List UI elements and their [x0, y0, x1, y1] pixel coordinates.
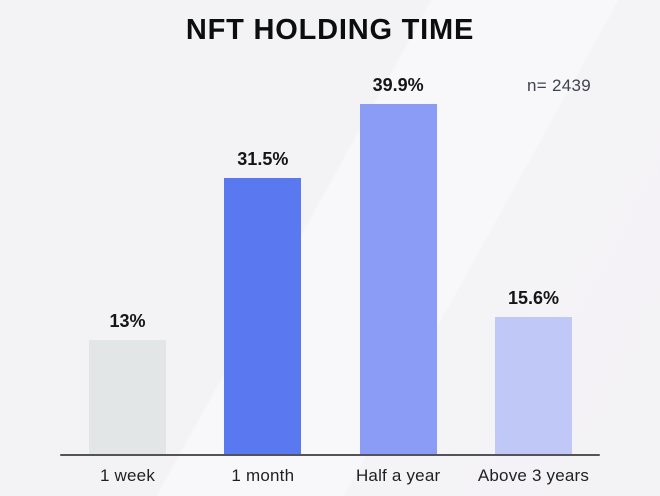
- x-axis-labels: 1 week 1 month Half a year Above 3 years: [89, 466, 589, 486]
- x-axis-tick-1-week: 1 week: [89, 466, 166, 486]
- bar-half-a-year: [359, 104, 437, 454]
- bar-1-month: [224, 178, 302, 454]
- chart-title: NFT HOLDING TIME: [185, 14, 475, 46]
- x-axis-tick-above-3-years: Above 3 years: [478, 466, 589, 486]
- bar-value-label: 39.9%: [372, 75, 424, 95]
- bar-value-label: 31.5%: [237, 149, 289, 169]
- x-axis-tick-half-a-year: Half a year: [356, 466, 440, 486]
- x-axis-tick-1-month: 1 month: [224, 466, 301, 486]
- sample-size-label: n= 2439: [527, 76, 592, 95]
- x-axis-tick-label: Above 3 years: [477, 466, 590, 485]
- bar-group-1-week: 13%: [89, 311, 166, 454]
- x-axis-tick-label: 1 month: [231, 466, 295, 485]
- bar-value-label: 15.6%: [507, 288, 559, 308]
- bar-group-1-month: 31.5%: [224, 149, 302, 454]
- x-axis-line: [60, 454, 600, 456]
- bar-value-label: 13%: [109, 311, 146, 331]
- bar-group-half-a-year: 39.9%: [359, 75, 437, 454]
- bars-container: 13% 31.5% 39.9% 15.6%: [89, 75, 572, 454]
- bar-1-week: [89, 340, 166, 454]
- x-axis-tick-label: Half a year: [355, 466, 441, 485]
- bar-group-above-3-years: 15.6%: [494, 288, 572, 454]
- x-axis-tick-label: 1 week: [99, 466, 156, 485]
- bar-above-3-years: [494, 317, 572, 454]
